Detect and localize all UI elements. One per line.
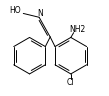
Text: NH2: NH2 [69, 25, 85, 34]
Text: HO: HO [9, 6, 21, 15]
Text: N: N [38, 9, 43, 18]
Text: Cl: Cl [67, 78, 75, 87]
